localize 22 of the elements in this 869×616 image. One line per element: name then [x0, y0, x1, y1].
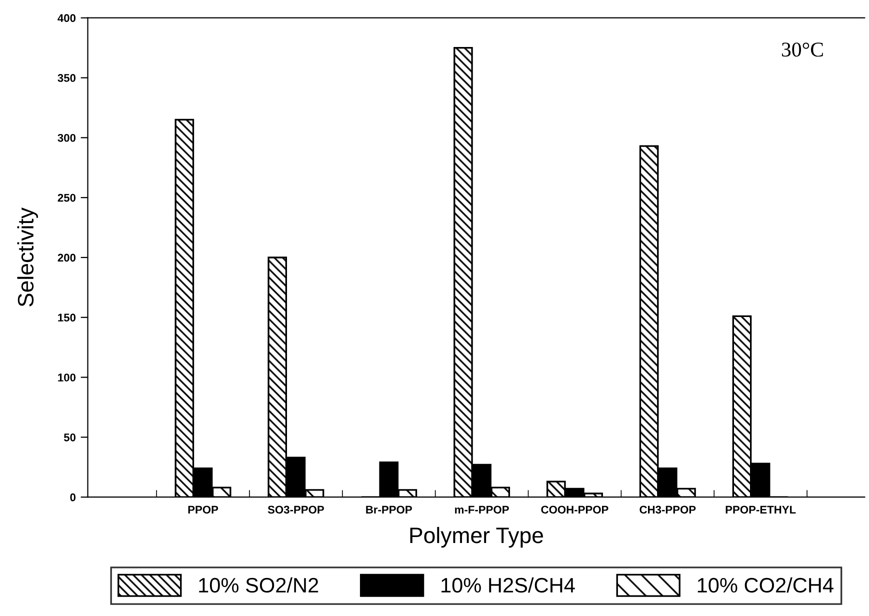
y-tick-label: 300: [58, 134, 76, 142]
y-tick-label: 250: [58, 194, 76, 202]
x-axis-title: Polymer Type: [410, 526, 543, 548]
x-tick-label: COOH-PPOP: [541, 506, 608, 514]
y-tick-label: 100: [58, 374, 76, 382]
y-tick-label: 150: [58, 314, 76, 322]
y-tick-label: 200: [58, 254, 76, 262]
x-tick-label: SO3-PPOP: [268, 506, 324, 514]
y-axis-title: Selectivity: [17, 208, 38, 306]
legend-label: 10% SO2/N2: [199, 577, 318, 593]
y-tick-label: 350: [58, 74, 76, 82]
x-tick-label: m-F-PPOP: [455, 506, 509, 514]
x-tick-label: PPOP-ETHYL: [726, 506, 796, 514]
x-tick-label: Br-PPOP: [366, 506, 412, 514]
x-tick-label: CH3-PPOP: [640, 506, 696, 514]
y-tick-label: 50: [64, 433, 76, 442]
x-tick-label: PPOP: [188, 506, 218, 514]
legend-label: 10% CO2/CH4: [698, 577, 834, 593]
legend-label: 10% H2S/CH4: [442, 577, 575, 593]
y-tick-label: 400: [58, 14, 76, 22]
annotation: 30°C: [782, 42, 823, 57]
y-tick-label: 0: [70, 493, 76, 502]
